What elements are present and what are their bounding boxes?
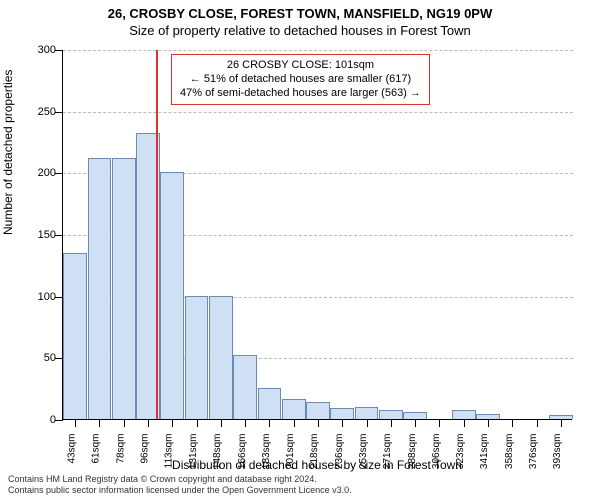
x-tick bbox=[148, 419, 149, 427]
histogram-bar bbox=[258, 388, 282, 419]
x-tick bbox=[512, 419, 513, 427]
histogram-bar bbox=[209, 296, 233, 419]
x-tick bbox=[197, 419, 198, 427]
x-axis-label: Distribution of detached houses by size … bbox=[62, 458, 572, 472]
callout-box: 26 CROSBY CLOSE: 101sqm← 51% of detached… bbox=[171, 54, 430, 105]
histogram-bar bbox=[306, 402, 330, 419]
address-title: 26, CROSBY CLOSE, FOREST TOWN, MANSFIELD… bbox=[0, 6, 600, 21]
y-tick-label: 50 bbox=[44, 352, 56, 364]
y-tick bbox=[55, 297, 63, 298]
y-tick-label: 250 bbox=[38, 106, 56, 118]
histogram-bar bbox=[160, 172, 184, 419]
histogram-bar bbox=[330, 408, 354, 419]
histogram-bar bbox=[452, 410, 476, 419]
x-tick bbox=[367, 419, 368, 427]
y-tick bbox=[55, 112, 63, 113]
footer-line-1: Contains HM Land Registry data © Crown c… bbox=[8, 474, 352, 485]
footer-line-2: Contains public sector information licen… bbox=[8, 485, 352, 496]
histogram-bar bbox=[88, 158, 112, 419]
y-tick bbox=[55, 235, 63, 236]
histogram-bar bbox=[403, 412, 427, 419]
histogram-bar bbox=[185, 296, 209, 419]
plot-region: 05010015020025030043sqm61sqm78sqm96sqm11… bbox=[62, 50, 572, 420]
x-tick bbox=[269, 419, 270, 427]
x-tick bbox=[537, 419, 538, 427]
y-tick bbox=[55, 50, 63, 51]
histogram-bar bbox=[282, 399, 306, 419]
x-tick bbox=[561, 419, 562, 427]
y-tick-label: 200 bbox=[38, 167, 56, 179]
chart-area: 05010015020025030043sqm61sqm78sqm96sqm11… bbox=[62, 50, 572, 420]
histogram-bar bbox=[379, 410, 403, 419]
subtitle: Size of property relative to detached ho… bbox=[0, 21, 600, 38]
x-tick bbox=[391, 419, 392, 427]
y-tick-label: 150 bbox=[38, 229, 56, 241]
x-tick bbox=[172, 419, 173, 427]
footer-attribution: Contains HM Land Registry data © Crown c… bbox=[8, 474, 352, 496]
y-tick bbox=[55, 420, 63, 421]
histogram-bar bbox=[355, 407, 379, 419]
y-tick bbox=[55, 173, 63, 174]
property-marker-line bbox=[156, 50, 158, 419]
histogram-bar bbox=[233, 355, 257, 419]
histogram-bar bbox=[63, 253, 87, 420]
callout-line: 47% of semi-detached houses are larger (… bbox=[180, 87, 421, 101]
x-tick bbox=[245, 419, 246, 427]
gridline bbox=[63, 50, 573, 51]
callout-line: 26 CROSBY CLOSE: 101sqm bbox=[180, 59, 421, 73]
x-tick bbox=[75, 419, 76, 427]
y-tick-label: 0 bbox=[50, 414, 56, 426]
x-tick bbox=[318, 419, 319, 427]
x-tick bbox=[439, 419, 440, 427]
y-tick-label: 100 bbox=[38, 291, 56, 303]
x-tick bbox=[415, 419, 416, 427]
x-tick bbox=[488, 419, 489, 427]
x-tick bbox=[221, 419, 222, 427]
x-tick bbox=[294, 419, 295, 427]
x-tick bbox=[99, 419, 100, 427]
y-axis-label: Number of detached properties bbox=[1, 70, 15, 235]
histogram-bar bbox=[112, 158, 136, 419]
y-tick bbox=[55, 358, 63, 359]
y-tick-label: 300 bbox=[38, 44, 56, 56]
title-block: 26, CROSBY CLOSE, FOREST TOWN, MANSFIELD… bbox=[0, 0, 600, 38]
x-tick bbox=[464, 419, 465, 427]
x-tick bbox=[342, 419, 343, 427]
x-tick bbox=[124, 419, 125, 427]
gridline bbox=[63, 112, 573, 113]
callout-line: ← 51% of detached houses are smaller (61… bbox=[180, 73, 421, 87]
